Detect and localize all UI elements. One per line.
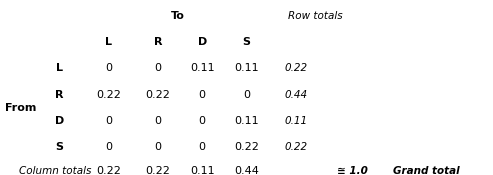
- Text: L: L: [105, 37, 112, 47]
- Text: S: S: [243, 37, 250, 47]
- Text: D: D: [55, 116, 64, 126]
- Text: 0.11: 0.11: [234, 63, 259, 73]
- Text: 0: 0: [105, 116, 112, 126]
- Text: Column totals: Column totals: [19, 166, 91, 175]
- Text: 0.11: 0.11: [190, 63, 214, 73]
- Text: 0.44: 0.44: [284, 89, 307, 100]
- Text: ≅ 1.0: ≅ 1.0: [337, 166, 368, 175]
- Text: R: R: [153, 37, 162, 47]
- Text: 0.22: 0.22: [145, 89, 170, 100]
- Text: 0.22: 0.22: [96, 89, 121, 100]
- Text: 0.22: 0.22: [96, 166, 121, 175]
- Text: To: To: [171, 11, 184, 21]
- Text: 0: 0: [154, 116, 161, 126]
- Text: 0.44: 0.44: [234, 166, 259, 175]
- Text: 0.22: 0.22: [284, 63, 307, 73]
- Text: 0: 0: [105, 63, 112, 73]
- Text: 0: 0: [199, 116, 206, 126]
- Text: 0.11: 0.11: [190, 166, 214, 175]
- Text: 0: 0: [154, 63, 161, 73]
- Text: S: S: [55, 142, 63, 152]
- Text: 0.22: 0.22: [234, 142, 259, 152]
- Text: L: L: [56, 63, 63, 73]
- Text: 0: 0: [199, 142, 206, 152]
- Text: 0.11: 0.11: [234, 116, 259, 126]
- Text: 0: 0: [154, 142, 161, 152]
- Text: R: R: [55, 89, 64, 100]
- Text: Row totals: Row totals: [288, 11, 343, 21]
- Text: D: D: [198, 37, 207, 47]
- Text: 0: 0: [105, 142, 112, 152]
- Text: 0: 0: [199, 89, 206, 100]
- Text: 0.22: 0.22: [284, 142, 307, 152]
- Text: 0.22: 0.22: [145, 166, 170, 175]
- Text: Grand total: Grand total: [393, 166, 460, 175]
- Text: 0: 0: [243, 89, 250, 100]
- Text: 0.11: 0.11: [284, 116, 307, 126]
- Text: From: From: [5, 103, 36, 113]
